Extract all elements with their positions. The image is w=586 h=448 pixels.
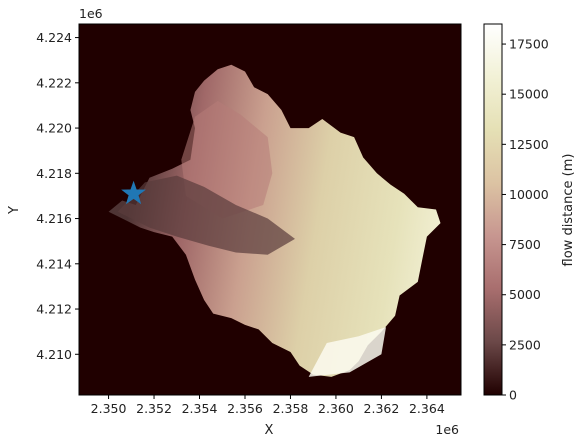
x-tick-label: 2.352 xyxy=(136,401,172,416)
colorbar-tick-label: 10000 xyxy=(509,187,549,202)
colorbar-tick-label: 2500 xyxy=(509,337,541,352)
colorbar-label: flow distance (m) xyxy=(561,154,576,267)
colorbar xyxy=(483,23,503,396)
x-tick-label: 2.356 xyxy=(227,401,263,416)
y-tick-label: 4.222 xyxy=(36,75,72,90)
y-tick-label: 4.218 xyxy=(36,166,72,181)
colorbar-tick-label: 7500 xyxy=(509,237,541,252)
y-axis-ticks: 4.210 4.212 4.214 4.216 4.218 4.220 4.222 4.224 xyxy=(36,30,79,362)
colorbar-tick-label: 0 xyxy=(509,388,517,403)
y-tick-label: 4.214 xyxy=(36,256,72,271)
colorbar-tick-label: 17500 xyxy=(509,37,549,52)
y-tick-label: 4.210 xyxy=(36,347,72,362)
y-offset-label: 1e6 xyxy=(79,6,103,21)
x-tick-label: 2.360 xyxy=(318,401,354,416)
plot-frame xyxy=(78,23,462,396)
x-tick-label: 2.354 xyxy=(182,401,218,416)
y-tick-label: 4.224 xyxy=(36,30,72,45)
watershed-area xyxy=(108,64,441,377)
x-offset-label: 1e6 xyxy=(435,422,459,437)
y-axis-label: Y xyxy=(7,206,22,215)
colorbar-tick-label: 12500 xyxy=(509,137,549,152)
x-tick-label: 2.362 xyxy=(364,401,400,416)
x-tick-label: 2.350 xyxy=(91,401,127,416)
y-tick-label: 4.216 xyxy=(36,211,72,226)
low-distance-zone xyxy=(117,175,295,255)
x-tick-label: 2.358 xyxy=(273,401,309,416)
y-tick-label: 4.220 xyxy=(36,121,72,136)
x-tick-label: 2.364 xyxy=(409,401,445,416)
flow-distance-raster xyxy=(108,64,441,377)
colorbar-ticks: 0 2500 5000 7500 10000 12500 15000 17500 xyxy=(502,37,549,403)
y-tick-label: 4.212 xyxy=(36,302,72,317)
x-axis-ticks: 2.350 2.352 2.354 2.356 2.358 2.360 2.362 2.364 xyxy=(91,395,445,416)
x-axis-label: X xyxy=(265,423,274,438)
outlet-star-marker xyxy=(121,180,146,205)
high-distance-zone xyxy=(308,327,386,377)
colorbar-tick-label: 15000 xyxy=(509,87,549,102)
colorbar-tick-label: 5000 xyxy=(509,287,541,302)
